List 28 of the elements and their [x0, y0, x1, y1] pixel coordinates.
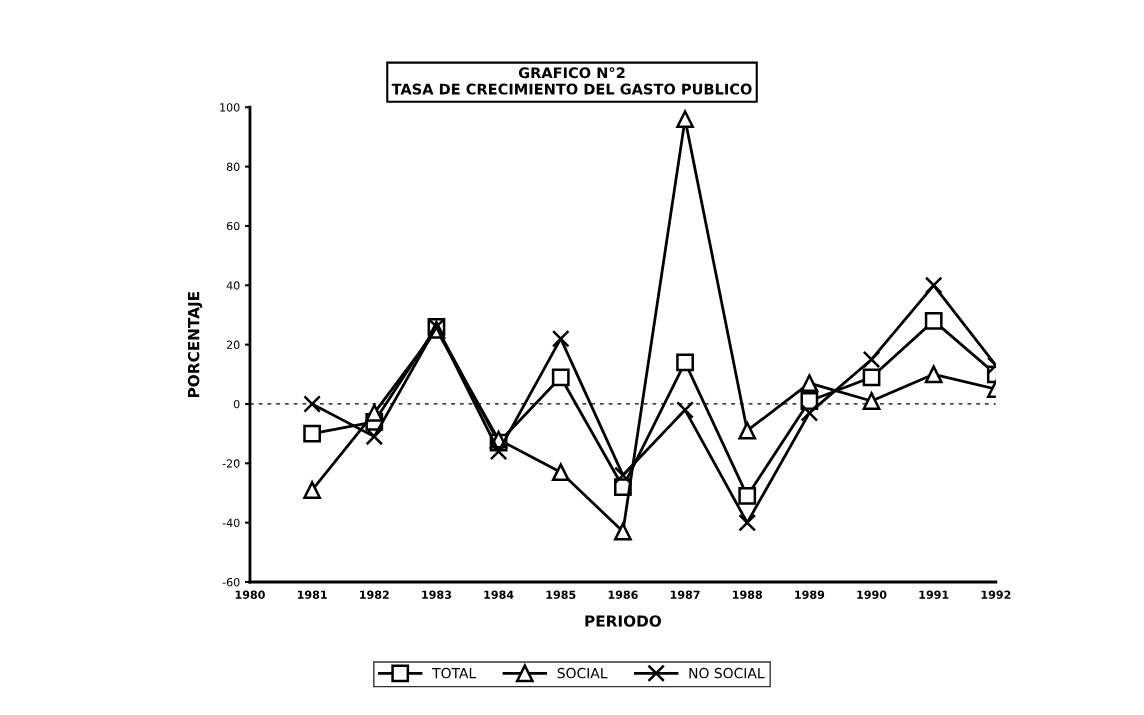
y-tick-label: 100: [220, 103, 240, 112]
x-tick-label: 1981: [297, 590, 327, 599]
y-axis-title: PORCENTAJE: [187, 291, 203, 398]
x-axis-title: PERIODO: [585, 615, 662, 627]
x-tick-label: 1986: [608, 590, 638, 599]
x-tick-label: 1980: [235, 590, 265, 599]
y-tick-label: 0: [233, 399, 240, 409]
x-tick-label: 1992: [981, 590, 1011, 599]
x-tick-label: 1982: [360, 590, 389, 599]
x-tick-label: 1985: [546, 590, 576, 599]
legend-label: NO SOCIAL: [689, 667, 765, 679]
y-tick-label: -60: [222, 577, 240, 587]
x-tick-label: 1991: [919, 590, 949, 599]
y-tick-label: 40: [226, 281, 240, 290]
legend-label: SOCIAL: [557, 667, 608, 679]
x-tick-label: 1983: [422, 590, 452, 599]
y-tick-label: 60: [226, 221, 240, 231]
x-tick-label: 1989: [795, 590, 825, 599]
chart-title: GRAFICO N°2 TASA DE CRECIMIENTO DEL GASTO PUBLICO: [391, 67, 752, 95]
y-tick-label: -20: [222, 459, 240, 468]
y-tick-label: 80: [226, 162, 240, 171]
x-tick-label: 1987: [670, 590, 700, 599]
x-tick-label: 1988: [733, 590, 762, 599]
legend-label: TOTAL: [432, 667, 477, 679]
x-tick-label: 1984: [484, 590, 514, 599]
x-tick-label: 1990: [857, 590, 887, 599]
y-tick-label: 20: [226, 340, 240, 350]
y-tick-label: -40: [222, 518, 240, 528]
